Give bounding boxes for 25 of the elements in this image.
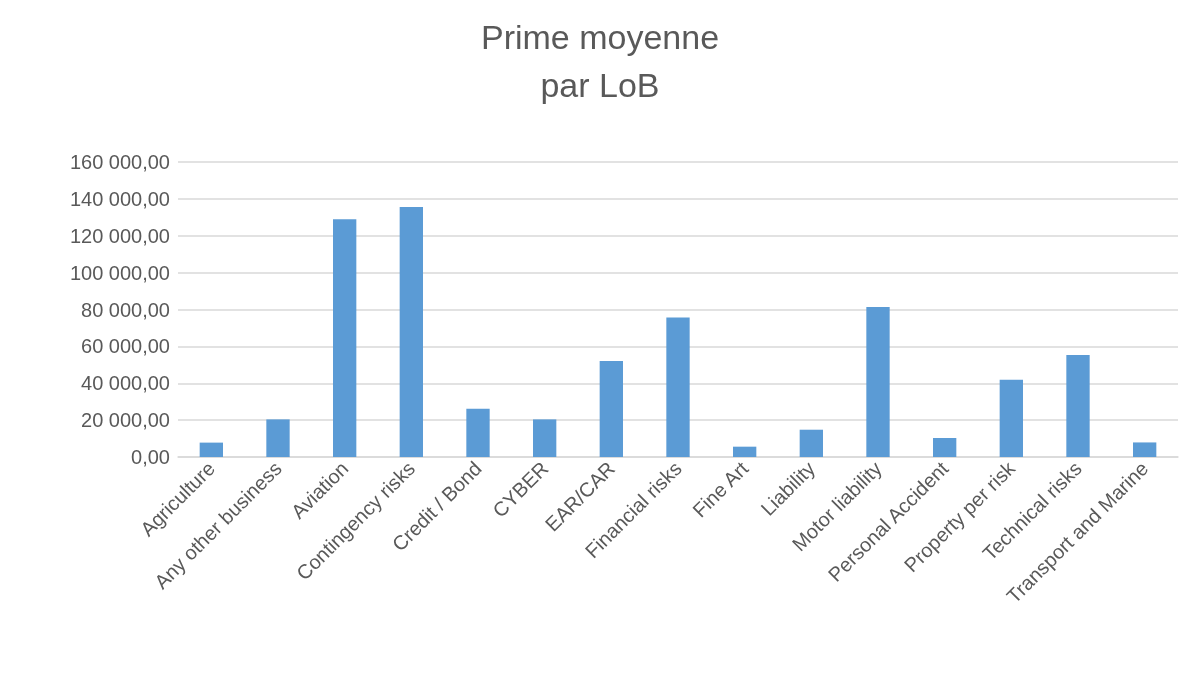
y-tick-label: 80 000,00 [81,298,170,321]
bar [466,408,490,457]
bar [1066,355,1090,457]
chart-title: Prime moyenne par LoB [480,18,720,104]
bar [999,379,1023,457]
bar [266,419,290,457]
bar [199,442,223,457]
bar [799,429,823,457]
bar [866,307,890,457]
y-tick-label: 120 000,00 [69,224,170,247]
y-tick-label: 140 000,00 [69,187,170,210]
y-tick-label: 100 000,00 [69,261,170,284]
bar [599,360,623,457]
y-tick-label: 20 000,00 [81,409,170,432]
x-tick-label: Fine Art [688,456,753,522]
bar [733,446,757,457]
y-tick-label: 160 000,00 [69,151,170,173]
bar [533,419,557,457]
bar [933,438,957,457]
bar [666,317,690,457]
bar [333,219,357,457]
y-tick-label: 40 000,00 [81,372,170,395]
bar [399,206,423,457]
y-tick-label: 60 000,00 [81,335,170,358]
bar [1133,442,1157,457]
